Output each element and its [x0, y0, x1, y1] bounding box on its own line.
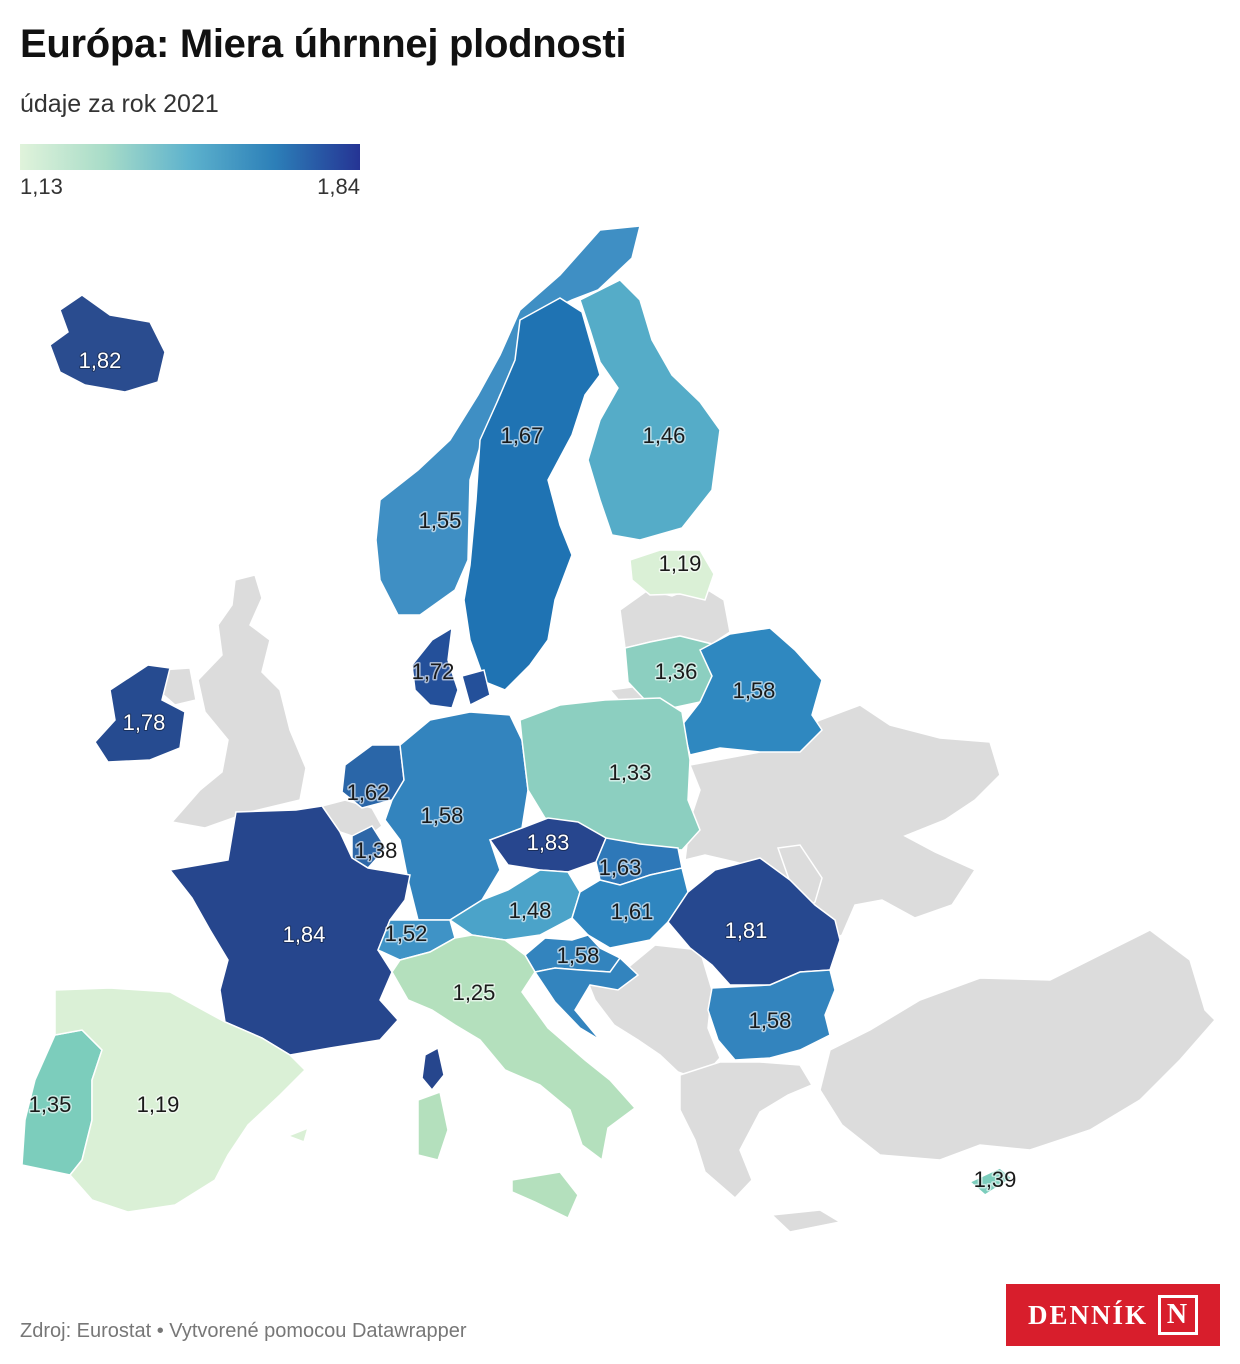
label-italy: 1,25	[453, 980, 496, 1005]
label-finland: 1,46	[643, 423, 686, 448]
region-romania	[667, 857, 841, 986]
logo-text: DENNÍK	[1027, 1299, 1148, 1330]
label-slovakia: 1,63	[599, 855, 642, 880]
region-germany	[384, 711, 529, 921]
region-estonia	[629, 549, 715, 601]
label-romania: 1,81	[725, 918, 768, 943]
region-sicily	[511, 1171, 579, 1220]
region-iceland	[49, 294, 166, 393]
label-hungary: 1,61	[611, 899, 654, 924]
label-czechia: 1,83	[527, 830, 570, 855]
region-poland	[519, 697, 701, 851]
label-poland: 1,33	[609, 760, 652, 785]
label-lithuania: 1,36	[655, 659, 698, 684]
legend-min-label: 1,13	[20, 174, 63, 199]
legend-max-label: 1,84	[317, 174, 360, 199]
legend-gradient-bar	[20, 144, 360, 170]
label-france: 1,84	[283, 922, 326, 947]
label-spain: 1,19	[137, 1092, 180, 1117]
region-uk	[170, 574, 307, 829]
europe-map: 1,82 1,55 1,67 1,46 1,19 1,36 1,58 1,72 …	[21, 225, 1217, 1233]
region-denmark	[411, 626, 459, 709]
label-belarus: 1,58	[733, 678, 776, 703]
label-portugal: 1,35	[29, 1092, 72, 1117]
region-sweden	[463, 297, 601, 691]
no-data-regions	[159, 574, 1217, 1233]
label-sweden: 1,67	[501, 423, 544, 448]
label-norway: 1,55	[419, 508, 462, 533]
label-switzerland: 1,52	[385, 921, 428, 946]
region-turkey	[819, 929, 1217, 1161]
source-footer: Zdroj: Eurostat • Vytvorené pomocou Data…	[20, 1320, 467, 1342]
region-bulgaria	[707, 969, 836, 1061]
map-title: Európa: Miera úhrnnej plodnosti	[20, 22, 627, 66]
value-labels: 1,82 1,55 1,67 1,46 1,19 1,36 1,58 1,72 …	[27, 347, 1018, 1194]
region-belarus	[681, 627, 823, 756]
region-crete	[770, 1209, 843, 1233]
region-finland	[579, 279, 721, 541]
label-netherlands: 1,62	[347, 780, 390, 805]
region-spain	[54, 987, 307, 1213]
label-cyprus: 1,39	[974, 1167, 1017, 1192]
map-subtitle: údaje za rok 2021	[20, 90, 219, 118]
label-estonia: 1,19	[659, 551, 702, 576]
label-luxembourg: 1,38	[355, 838, 398, 863]
label-austria: 1,48	[509, 898, 552, 923]
region-cyprus	[968, 1167, 1014, 1196]
region-luxembourg	[351, 825, 387, 869]
region-ireland	[94, 664, 186, 763]
region-balearic	[285, 1126, 310, 1143]
data-regions	[21, 225, 1014, 1220]
label-germany: 1,58	[421, 803, 464, 828]
region-ukraine	[684, 704, 1001, 949]
dennik-n-logo[interactable]: DENNÍK N	[1006, 1284, 1220, 1346]
label-ireland: 1,78	[123, 710, 166, 735]
legend-labels: 1,13 1,84	[20, 170, 360, 200]
region-croatia	[533, 956, 640, 1041]
color-legend: 1,13 1,84	[20, 144, 360, 200]
label-slovenia: 1,58	[557, 943, 600, 968]
region-denmark-islands	[461, 669, 491, 707]
logo-n-mark: N	[1158, 1295, 1198, 1335]
region-greece	[679, 1061, 814, 1200]
region-italy	[391, 934, 637, 1162]
label-denmark: 1,72	[412, 659, 455, 684]
label-bulgaria: 1,58	[749, 1008, 792, 1033]
label-iceland: 1,82	[79, 348, 122, 373]
region-corsica	[421, 1046, 445, 1092]
region-sardinia	[417, 1090, 449, 1161]
